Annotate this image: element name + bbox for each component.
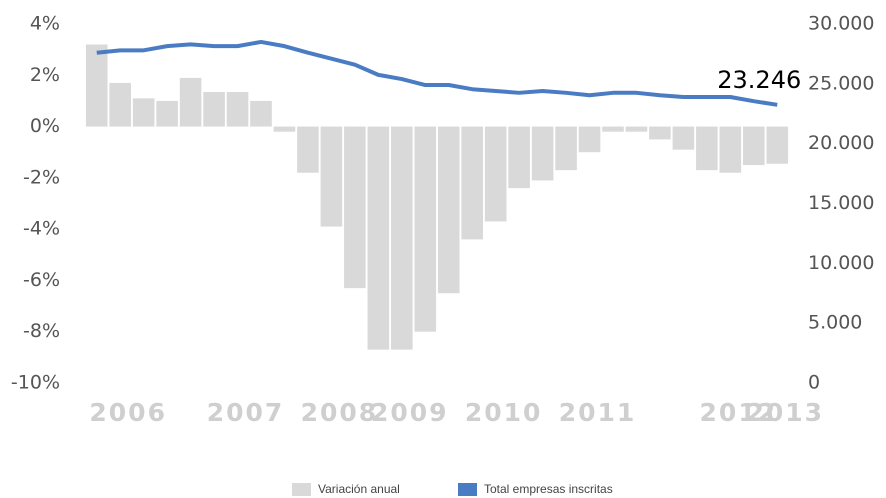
legend-label: Total empresas inscritas [484, 482, 613, 496]
y-tick-label: -2% [23, 166, 60, 188]
bar [391, 126, 413, 350]
bar [132, 98, 155, 127]
bar [437, 126, 460, 294]
bar [461, 126, 483, 240]
bar [273, 126, 296, 132]
y2-tick-label: 5.000 [808, 312, 862, 334]
y-tick-label: 4% [30, 13, 60, 35]
x-tick-label: 2009 [371, 398, 449, 427]
legend-label: Variación anual [318, 482, 400, 496]
bar [649, 126, 671, 140]
bar [696, 126, 718, 171]
bar [414, 126, 437, 332]
legend-swatch [292, 483, 311, 496]
bar [367, 126, 390, 350]
bar [484, 126, 507, 222]
bar [531, 126, 554, 181]
bar [719, 126, 742, 173]
bar [508, 126, 530, 189]
y-tick-label: -6% [23, 269, 60, 291]
x-tick-label: 2010 [465, 398, 543, 427]
bar [226, 91, 249, 127]
bar [672, 126, 695, 150]
y-tick-label: 2% [30, 64, 60, 86]
bar [297, 126, 319, 173]
y2-tick-label: 10.000 [808, 252, 874, 274]
bar [179, 77, 202, 127]
y2-tick-label: 25.000 [808, 72, 874, 94]
data-label: 23.246 [717, 66, 801, 94]
y-tick-label: -8% [23, 320, 60, 342]
bar [344, 126, 366, 289]
bar [250, 100, 272, 127]
line [96, 39, 778, 107]
x-tick-label: 2011 [559, 398, 637, 427]
bar [85, 44, 108, 127]
y-tick-label: 0% [30, 115, 60, 137]
y2-tick-label: 0 [808, 372, 820, 394]
x-tick-label: 2012 [700, 398, 778, 427]
bar [555, 126, 577, 171]
x-tick-label: 2013 [746, 398, 824, 427]
y2-tick-label: 30.000 [808, 13, 874, 35]
x-tick-label: 2006 [89, 398, 167, 427]
y-tick-label: -4% [23, 218, 60, 240]
bar [602, 126, 624, 132]
x-tick-label: 2008 [301, 398, 379, 427]
bar [203, 91, 225, 127]
bar [578, 126, 601, 153]
y-tick-label: -10% [11, 372, 60, 394]
bar [109, 82, 131, 127]
bar [320, 126, 343, 227]
bar [743, 126, 765, 166]
bar [766, 126, 789, 164]
x-tick-label: 2007 [207, 398, 285, 427]
y2-tick-label: 15.000 [808, 192, 874, 214]
y2-tick-label: 20.000 [808, 132, 874, 154]
bar [156, 100, 178, 127]
bar [625, 126, 648, 132]
legend-swatch [458, 483, 477, 496]
